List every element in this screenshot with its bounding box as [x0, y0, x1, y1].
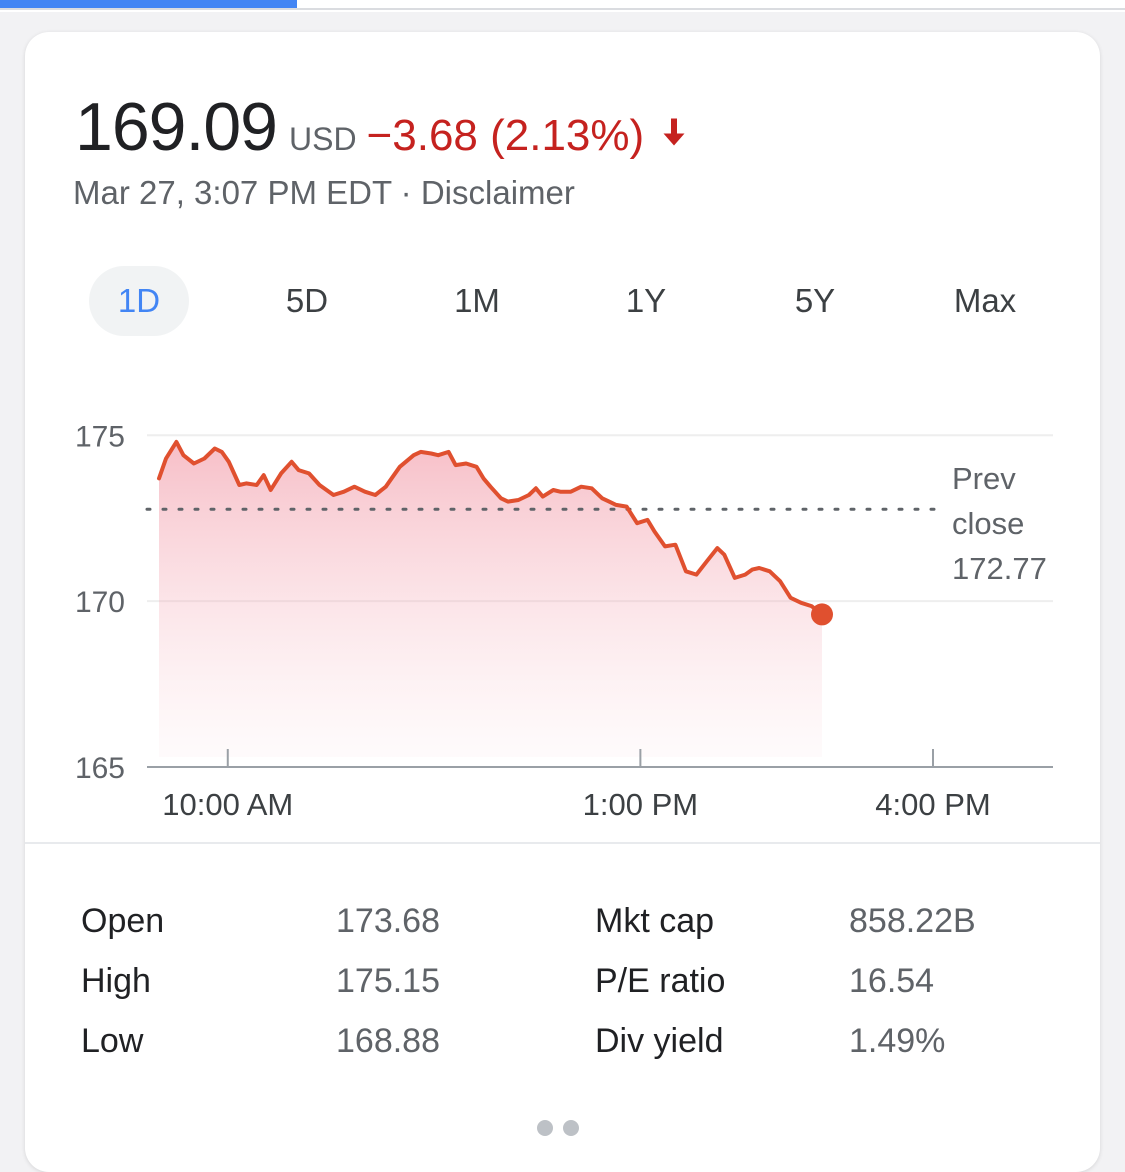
- y-tick-label: 165: [75, 752, 125, 785]
- stat-label-div-yield: Div yield: [595, 1022, 724, 1060]
- stat-value-high: 175.15: [336, 962, 440, 1000]
- x-tick-label: 1:00 PM: [583, 787, 698, 822]
- x-tick-label: 4:00 PM: [875, 787, 990, 822]
- disclaimer-link[interactable]: Disclaimer: [420, 174, 575, 211]
- price-line: [157, 439, 824, 617]
- tab-range-5d[interactable]: 5D: [285, 282, 329, 319]
- tab-range-1d[interactable]: 1D: [89, 266, 189, 336]
- current-price: 169.09: [75, 89, 278, 165]
- current-price-marker: [811, 603, 833, 626]
- prev-close-label: close: [952, 506, 1024, 541]
- y-tick-label: 170: [75, 586, 125, 619]
- active-tab-indicator: [0, 0, 297, 8]
- stat-label-open: Open: [81, 902, 165, 940]
- stat-label-pe-ratio: P/E ratio: [595, 962, 726, 1000]
- stat-label-high: High: [81, 962, 151, 1000]
- prev-close-label: 172.77: [952, 551, 1047, 586]
- tab-range-1m[interactable]: 1M: [454, 282, 500, 319]
- quote-timestamp: Mar 27, 3:07 PM EDT: [73, 174, 392, 211]
- carousel-dot[interactable]: [537, 1120, 553, 1136]
- prev-close-label: Prev: [952, 461, 1016, 496]
- tab-bar-divider: [0, 8, 1125, 10]
- intraday-price-chart[interactable]: 175 170 165 10:00 AM 1:00 PM 4:00 PM Prev clo…: [25, 412, 1100, 832]
- arrow-down-icon: [663, 118, 685, 146]
- stat-value-div-yield: 1.49%: [849, 1022, 946, 1060]
- quote-meta: Mar 27, 3:07 PM EDT · Disclaimer: [73, 174, 575, 212]
- stat-label-mkt-cap: Mkt cap: [595, 902, 715, 940]
- price-area-fill: [159, 441, 822, 757]
- tab-range-max[interactable]: Max: [953, 282, 1017, 319]
- stat-label-low: Low: [81, 1022, 144, 1060]
- stat-value-pe-ratio: 16.54: [849, 962, 935, 1000]
- stock-quote-card: 169.09 USD −3.68 (2.13%) Mar 27, 3:07 PM…: [25, 32, 1100, 1172]
- stat-value-open: 173.68: [336, 902, 440, 940]
- stat-value-low: 168.88: [336, 1022, 440, 1060]
- top-tab-bar: [0, 0, 1125, 12]
- meta-separator: ·: [391, 174, 421, 211]
- currency-code: USD: [288, 121, 357, 157]
- price-change: −3.68 (2.13%): [366, 111, 645, 160]
- section-divider: [25, 842, 1100, 844]
- tab-range-5y[interactable]: 5Y: [794, 282, 836, 319]
- carousel-dot[interactable]: [563, 1120, 579, 1136]
- range-tabs: 1D 5D 1M 1Y 5Y Max: [89, 266, 1049, 336]
- y-tick-label: 175: [75, 420, 125, 453]
- tab-range-1y[interactable]: 1Y: [625, 282, 667, 319]
- carousel-dots: [537, 1120, 589, 1141]
- stat-value-mkt-cap: 858.22B: [849, 902, 976, 940]
- x-tick-label: 10:00 AM: [162, 787, 293, 822]
- price-row: 169.09 USD −3.68 (2.13%): [75, 88, 692, 166]
